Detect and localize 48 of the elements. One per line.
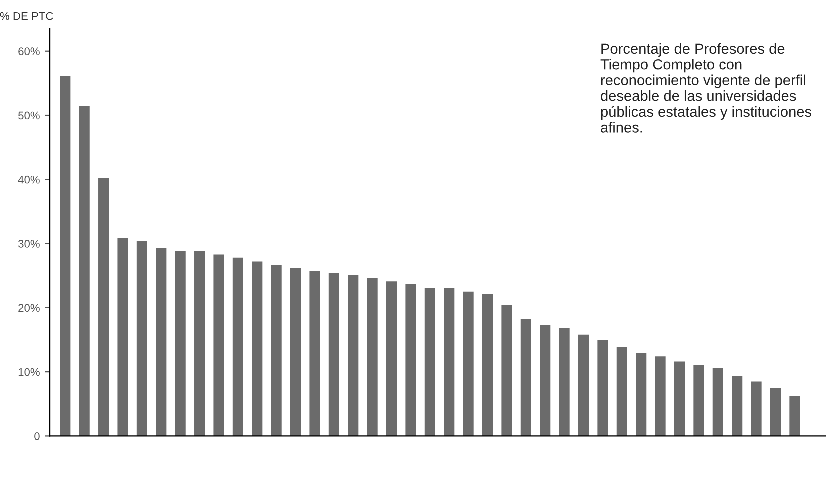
bar (136, 241, 148, 436)
bar (252, 262, 263, 436)
bar (751, 382, 762, 436)
y-tick-label: 10% (18, 368, 40, 376)
bar (232, 258, 244, 436)
bar (712, 368, 724, 436)
bar (310, 271, 320, 436)
bar (770, 388, 782, 436)
bar (636, 353, 647, 436)
y-tick-label: 30% (18, 240, 40, 248)
bar (482, 294, 494, 436)
bar (175, 251, 186, 436)
bar (156, 248, 167, 436)
bar (118, 238, 128, 436)
bar (598, 340, 608, 436)
bar (98, 178, 110, 436)
bar (290, 268, 302, 436)
bar (348, 275, 359, 436)
y-tick-label: 40% (18, 176, 40, 184)
bar (674, 362, 686, 436)
bar (271, 264, 282, 436)
bar (790, 396, 800, 436)
bar (367, 278, 378, 436)
bar (655, 356, 666, 436)
bar (540, 325, 551, 436)
bar (732, 376, 743, 436)
bar (79, 106, 90, 436)
bar (424, 288, 436, 436)
y-tick-label: 0 (34, 432, 40, 440)
bar (214, 254, 224, 436)
y-tick-label: 60% (18, 48, 40, 56)
bar (502, 305, 512, 436)
y-tick-label: 20% (18, 304, 40, 312)
y-axis-title: % DE PTC (0, 12, 54, 20)
y-tick-label: 50% (18, 112, 40, 120)
bar (559, 328, 570, 436)
bar (194, 251, 206, 436)
annotation: Porcentaje de Profesores de Tiempo Completo con reconocimiento vigente de perfil deseable de las universidades públicas estatales y instituciones afines. (600, 43, 812, 133)
bar (60, 76, 71, 436)
bar (386, 282, 398, 436)
bar (406, 284, 416, 436)
bar (578, 334, 590, 436)
bar (328, 273, 340, 436)
bar (616, 347, 628, 436)
bar (520, 319, 532, 436)
bar (444, 288, 455, 436)
bar (694, 365, 704, 436)
bar (463, 292, 474, 436)
